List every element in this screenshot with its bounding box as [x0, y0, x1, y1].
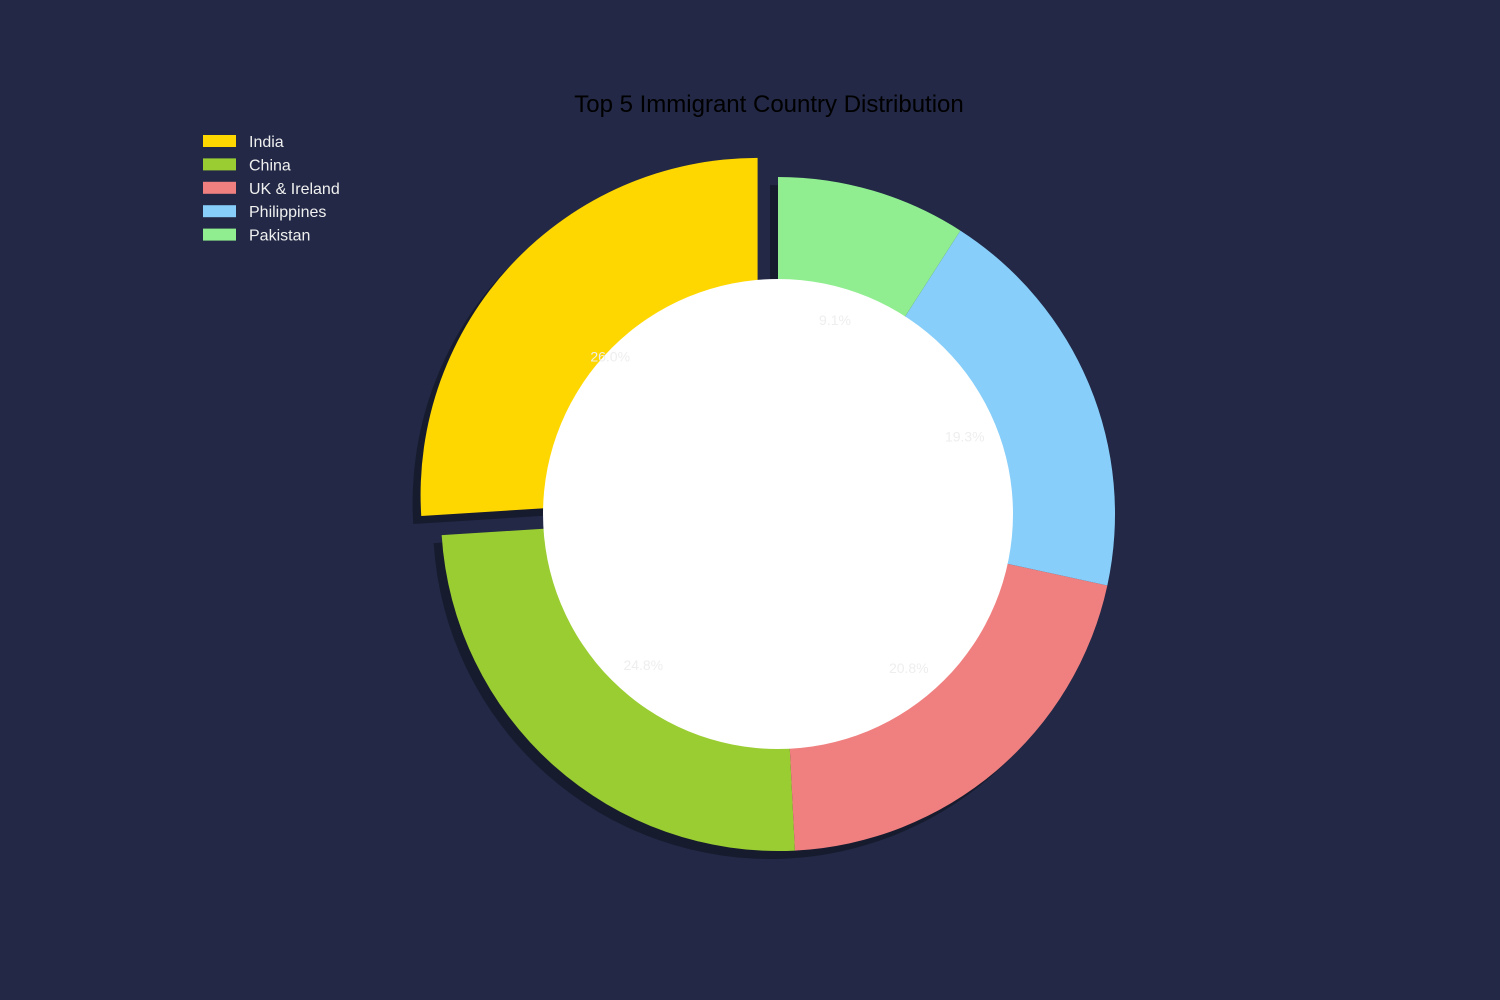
legend: India China UK & Ireland Philippines Pakista…: [203, 134, 340, 245]
legend-label-india: India: [249, 134, 284, 151]
pct-label-india: 26.0%: [590, 348, 630, 364]
pct-label-china: 24.8%: [623, 657, 663, 673]
pct-label-pakistan: 9.1%: [819, 312, 851, 328]
pct-label-uk-and-ireland: 20.8%: [889, 660, 929, 676]
legend-label-uk-and-ireland: UK & Ireland: [249, 181, 340, 198]
legend-swatch-india: [203, 135, 236, 147]
legend-swatch-china: [203, 158, 236, 171]
legend-label-pakistan: Pakistan: [249, 228, 310, 245]
legend-swatch-uk-and-ireland: [203, 181, 236, 194]
legend-label-philippines: Philippines: [249, 204, 326, 221]
legend-swatch-philippines: [203, 205, 236, 218]
chart-title: Top 5 Immigrant Country Distribution: [574, 91, 963, 118]
legend-swatch-pakistan: [203, 228, 236, 241]
legend-label-china: China: [249, 157, 291, 174]
donut-hole: [543, 279, 1013, 749]
percentage-labels: 26.0% 24.8% 20.8% 19.3% 9.1%: [590, 312, 984, 676]
pct-label-philippines: 19.3%: [945, 429, 985, 445]
